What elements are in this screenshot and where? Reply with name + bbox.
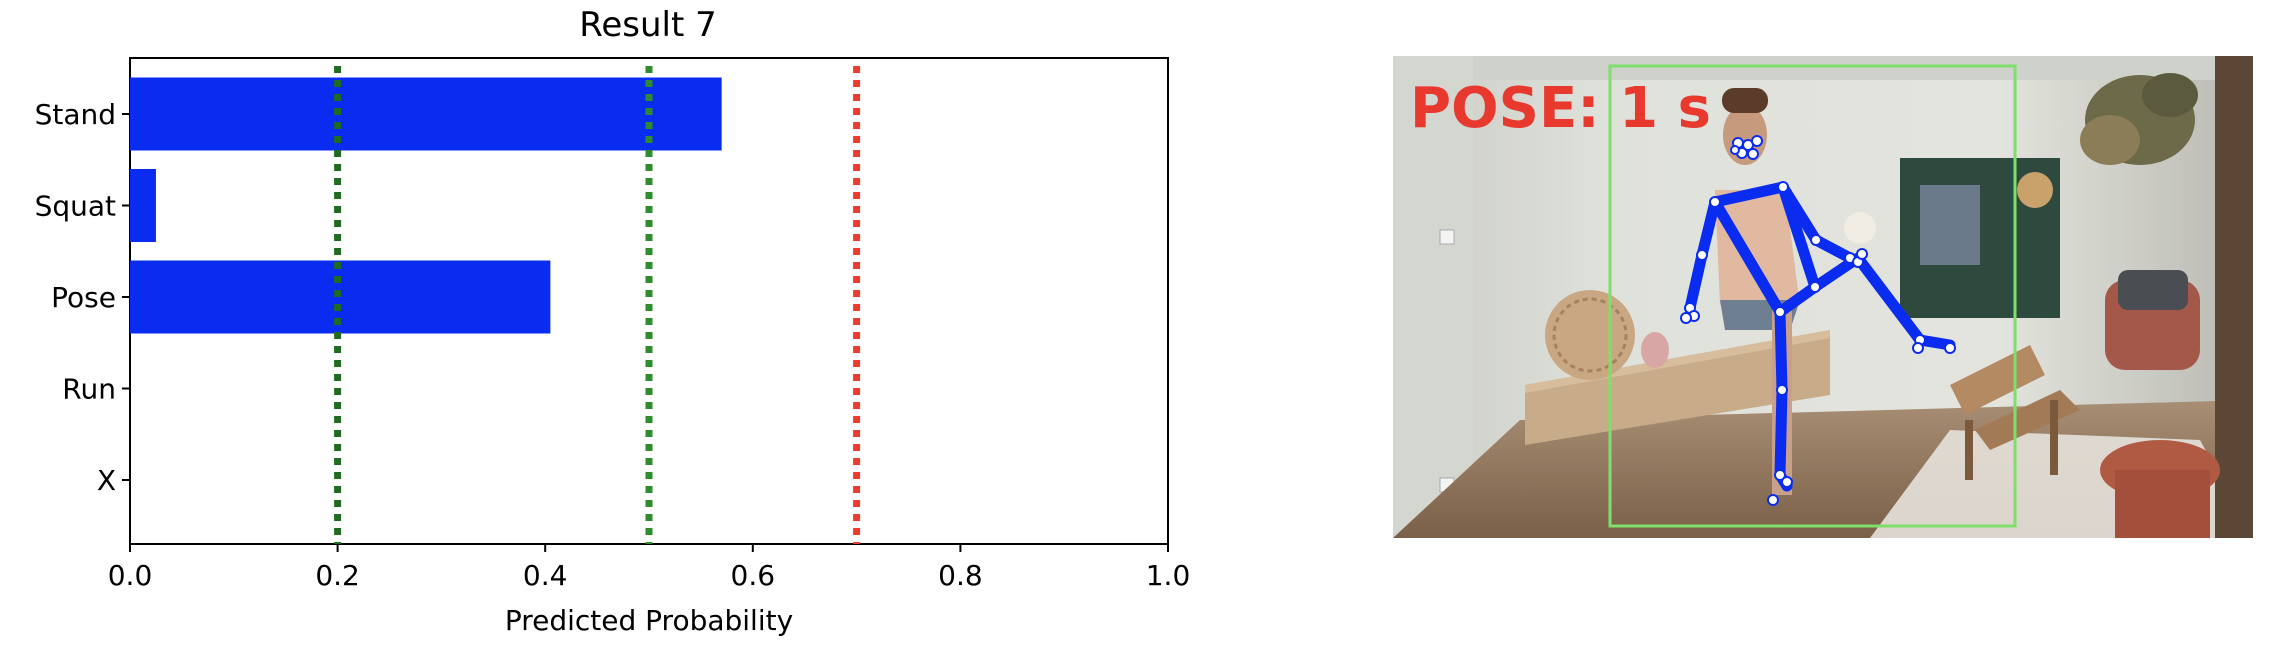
lounge-chair bbox=[1950, 345, 2080, 480]
x-tick-label: 0.2 bbox=[315, 559, 360, 592]
y-tick-label: Run bbox=[62, 373, 116, 406]
pose-estimation-photo: POSE: 1 s bbox=[1393, 56, 2253, 538]
y-tick-label: Squat bbox=[35, 190, 116, 223]
pose-timer-label: POSE: 1 s bbox=[1410, 76, 1711, 141]
bar-stand bbox=[130, 77, 722, 151]
sideboard bbox=[1525, 330, 1830, 445]
threshold-lines bbox=[334, 66, 861, 544]
y-axis-ticks: Stand Squat Pose Run X bbox=[35, 98, 130, 497]
pose-keypoints bbox=[1680, 135, 1956, 506]
x-tick-label: 0.6 bbox=[731, 559, 776, 592]
x-axis-label: Predicted Probability bbox=[505, 604, 793, 637]
y-tick-label: X bbox=[97, 464, 116, 497]
bar-chart: Result 7 Stand Squat Pose Run X 0.0 0.2 0.4 0.6… bbox=[35, 5, 1191, 637]
x-tick-label: 0.0 bbox=[108, 559, 153, 592]
y-tick-label: Stand bbox=[35, 98, 116, 131]
x-tick-label: 1.0 bbox=[1146, 559, 1191, 592]
x-axis-ticks: 0.0 0.2 0.4 0.6 0.8 1.0 bbox=[108, 544, 1191, 592]
x-tick-label: 0.4 bbox=[523, 559, 568, 592]
bar-squat bbox=[130, 169, 156, 242]
x-tick-label: 0.8 bbox=[938, 559, 983, 592]
chart-title: Result 7 bbox=[579, 5, 717, 45]
detection-box bbox=[1608, 64, 2017, 528]
bars-group bbox=[130, 77, 722, 334]
y-tick-label: Pose bbox=[51, 281, 116, 314]
hanging-plant bbox=[2080, 73, 2198, 165]
rattan-lamp bbox=[1545, 290, 1635, 380]
